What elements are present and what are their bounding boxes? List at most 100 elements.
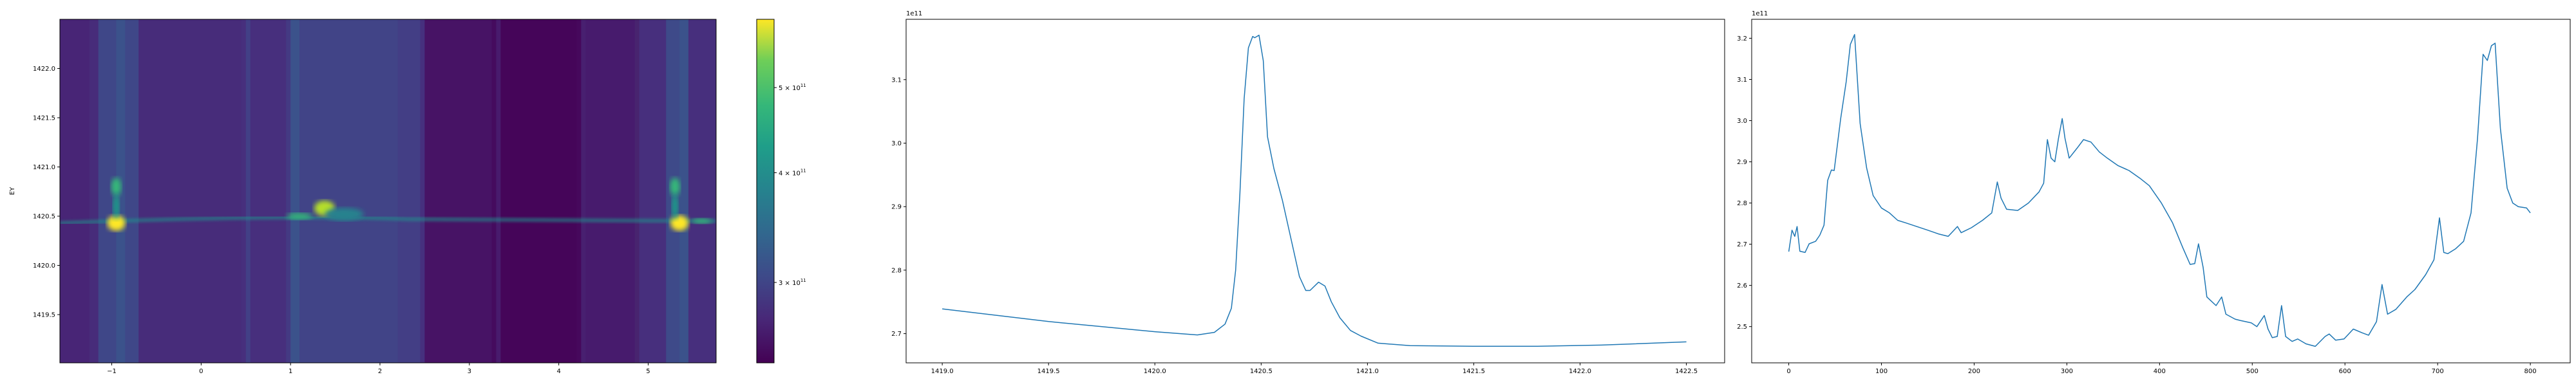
y-tick-label: 3.0 bbox=[891, 140, 902, 147]
heatmap-column bbox=[688, 19, 716, 363]
x-tick-label: 1 bbox=[289, 368, 292, 375]
heatmap-column bbox=[585, 19, 636, 363]
y-tick-label: 2.9 bbox=[891, 204, 902, 211]
y-tick-label: 2.7 bbox=[1737, 241, 1747, 248]
x-tick-label: 1420.5 bbox=[1250, 368, 1273, 375]
y-tick-label: 1421.5 bbox=[33, 115, 55, 122]
y-tick-label: 3.1 bbox=[1737, 77, 1747, 84]
y-tick-label: 2.9 bbox=[1737, 159, 1747, 166]
colorbar-tick-exponent: 11 bbox=[800, 278, 806, 283]
heatmap-column bbox=[286, 19, 292, 363]
heatmap-axes: −1 0 1 2 3 4 5 1419.5 1420.0 1420.5 1421.0 1421.5 14… bbox=[9, 19, 717, 375]
heatmap-column bbox=[299, 19, 399, 363]
x-tick-label: 700 bbox=[2432, 368, 2444, 375]
offset-text: 1e11 bbox=[1752, 10, 1768, 17]
x-tick-label: 800 bbox=[2524, 368, 2537, 375]
y-tick-label: 2.8 bbox=[1737, 200, 1747, 207]
heatmap-hotspot bbox=[692, 218, 712, 224]
colorbar-tick-label: 4 × 1011 bbox=[779, 168, 806, 177]
heatmap-hotspot bbox=[111, 178, 122, 196]
heatmap-column bbox=[491, 19, 497, 363]
line-plot-1: 1e11 1419.0 1419.5 1420.0 1420.5 1421.0 1421.… bbox=[891, 10, 1725, 375]
heatmap-column bbox=[245, 19, 251, 363]
x-tick-label: 1419.5 bbox=[1037, 368, 1060, 375]
heatmap-column bbox=[138, 19, 242, 363]
x-tick-label: 1422.5 bbox=[1675, 368, 1698, 375]
heatmap-column bbox=[639, 19, 667, 363]
colorbar-tick-label: 3 × 1011 bbox=[779, 278, 806, 287]
x-tick-label: 100 bbox=[1875, 368, 1888, 375]
heatmap-ylabel: EY bbox=[9, 187, 16, 195]
y-tick-label: 2.5 bbox=[1737, 324, 1747, 331]
x-tick-label: 1421.5 bbox=[1463, 368, 1485, 375]
heatmap-hotspot bbox=[287, 213, 313, 220]
x-tick-label: −1 bbox=[107, 368, 117, 375]
colorbar-tick-label: 5 × 1011 bbox=[779, 83, 806, 92]
series-line bbox=[1788, 33, 2531, 347]
x-tick-label: 300 bbox=[2061, 368, 2073, 375]
heatmap-column bbox=[241, 19, 247, 363]
line-plot-2: 1e11 0 100 200 300 400 500 600 700 800 2.5 2.6 2.7 2… bbox=[1737, 10, 2571, 375]
heatmap-image bbox=[60, 19, 716, 363]
y-tick-label: 2.7 bbox=[891, 331, 902, 338]
y-tick-label: 2.6 bbox=[1737, 282, 1747, 290]
series-line bbox=[942, 34, 1687, 347]
colorbar-tick-mantissa: 3 × 10 bbox=[779, 280, 800, 287]
y-tick-label: 1419.5 bbox=[33, 312, 55, 319]
heatmap-column bbox=[679, 19, 689, 363]
heatmap-hotspot bbox=[672, 193, 679, 219]
plot-frame bbox=[905, 19, 1725, 363]
heatmap-column bbox=[500, 19, 578, 363]
heatmap-hotspot bbox=[670, 215, 689, 231]
x-tick-label: 1420.0 bbox=[1144, 368, 1166, 375]
heatmap-hotspot bbox=[107, 215, 126, 231]
y-tick-label: 2.8 bbox=[891, 267, 902, 274]
x-tick-label: 3 bbox=[468, 368, 471, 375]
plot-frame bbox=[1751, 19, 2571, 363]
x-tick-label: 2 bbox=[378, 368, 382, 375]
y-tick-label: 1420.5 bbox=[33, 214, 55, 221]
heatmap-column bbox=[125, 19, 140, 363]
heatmap-column bbox=[116, 19, 126, 363]
x-tick-label: 1422.0 bbox=[1569, 368, 1591, 375]
y-tick-label: 3.1 bbox=[891, 77, 902, 84]
y-tick-label: 3.2 bbox=[1737, 35, 1747, 42]
colorbar-tick-mantissa: 4 × 10 bbox=[779, 170, 800, 177]
heatmap-column bbox=[424, 19, 493, 363]
heatmap-column bbox=[634, 19, 640, 363]
offset-text: 1e11 bbox=[906, 10, 922, 17]
x-tick-label: 4 bbox=[556, 368, 560, 375]
x-tick-label: 1419.0 bbox=[931, 368, 954, 375]
colorbar-gradient bbox=[756, 19, 775, 363]
heatmap-hotspot bbox=[325, 207, 364, 221]
heatmap-column bbox=[60, 19, 90, 363]
heatmap-column bbox=[581, 19, 587, 363]
y-tick-label: 1422.0 bbox=[33, 66, 55, 73]
x-tick-label: 0 bbox=[1786, 368, 1790, 375]
heatmap-hotspot bbox=[113, 193, 120, 219]
colorbar-tick-mantissa: 5 × 10 bbox=[779, 85, 800, 92]
x-tick-label: 1421.0 bbox=[1356, 368, 1379, 375]
heatmap-hotspot bbox=[670, 178, 681, 196]
y-tick-label: 1420.0 bbox=[33, 262, 55, 270]
x-tick-label: 200 bbox=[1968, 368, 1980, 375]
colorbar-tick-exponent: 11 bbox=[800, 168, 806, 173]
colorbar-tick-exponent: 11 bbox=[800, 83, 806, 88]
x-tick-label: 500 bbox=[2246, 368, 2259, 375]
heatmap-column bbox=[496, 19, 502, 363]
heatmap-column bbox=[576, 19, 582, 363]
x-tick-label: 400 bbox=[2154, 368, 2166, 375]
heatmap-frame bbox=[59, 19, 717, 363]
y-tick-label: 1421.0 bbox=[33, 164, 55, 171]
y-tick-label: 3.0 bbox=[1737, 118, 1747, 125]
heatmap-ticks: −1 0 1 2 3 4 5 1419.5 1420.0 1420.5 1421.0 1421.5 14… bbox=[33, 66, 650, 375]
heatmap-column bbox=[397, 19, 421, 363]
x-tick-label: 5 bbox=[646, 368, 650, 375]
heatmap-column bbox=[290, 19, 301, 363]
x-tick-label: 0 bbox=[199, 368, 203, 375]
heatmap-column bbox=[420, 19, 426, 363]
heatmap-column bbox=[250, 19, 287, 363]
